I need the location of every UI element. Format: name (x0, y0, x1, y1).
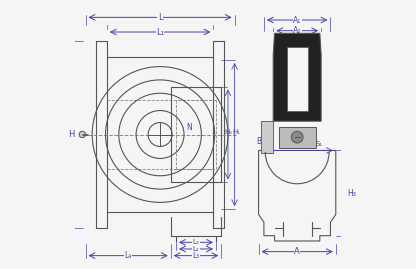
Text: A₂: A₂ (293, 26, 301, 35)
Circle shape (79, 131, 86, 138)
Polygon shape (273, 33, 321, 121)
Polygon shape (287, 47, 308, 111)
Circle shape (291, 131, 303, 143)
Text: L₂: L₂ (193, 246, 199, 252)
Text: N: N (186, 123, 192, 132)
Text: H₁: H₁ (232, 129, 240, 135)
Text: B₂: B₂ (256, 137, 264, 147)
Text: L₃: L₃ (193, 239, 199, 245)
Text: S₁: S₁ (316, 141, 323, 147)
FancyBboxPatch shape (279, 126, 316, 148)
Text: L₄: L₄ (124, 251, 132, 260)
Text: A: A (294, 247, 300, 256)
Text: H₃: H₃ (347, 189, 356, 197)
Text: L: L (158, 13, 162, 22)
FancyBboxPatch shape (261, 121, 273, 153)
Text: L₁: L₁ (156, 27, 164, 37)
Text: H₂: H₂ (224, 129, 232, 135)
Text: A₁: A₁ (293, 16, 301, 24)
Text: L₅: L₅ (192, 251, 200, 260)
Text: H: H (68, 130, 74, 139)
